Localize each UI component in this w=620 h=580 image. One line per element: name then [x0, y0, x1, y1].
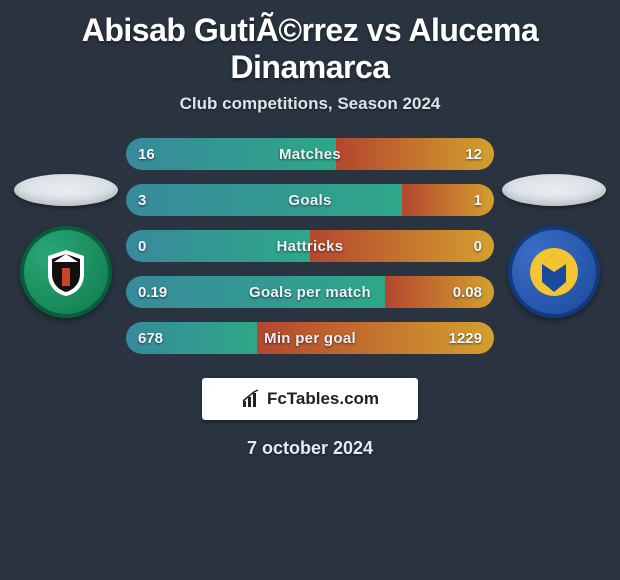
stat-right-value: 0 [474, 238, 482, 255]
stat-bar: 0 Hattricks 0 [126, 230, 494, 262]
stat-right-value: 1229 [449, 330, 482, 347]
stat-bar: 678 Min per goal 1229 [126, 322, 494, 354]
stat-label: Goals per match [249, 284, 371, 301]
stat-left-value: 0.19 [138, 284, 167, 301]
stat-label: Min per goal [264, 330, 356, 347]
left-club-logo [20, 226, 112, 318]
stat-label: Matches [279, 146, 341, 163]
date-label: 7 october 2024 [0, 438, 620, 459]
stat-bar: 3 Goals 1 [126, 184, 494, 216]
stat-label: Goals [288, 192, 331, 209]
badge-icon [526, 244, 582, 300]
shield-icon [38, 244, 94, 300]
left-player-column [6, 174, 126, 318]
stat-label: Hattricks [277, 238, 344, 255]
chart-icon [241, 389, 261, 409]
comparison-grid: 16 Matches 12 3 Goals 1 0 Hattricks 0 0.19 Goals p… [0, 138, 620, 354]
branding-badge[interactable]: FcTables.com [202, 378, 418, 420]
stat-right-value: 12 [465, 146, 482, 163]
stat-bar: 0.19 Goals per match 0.08 [126, 276, 494, 308]
page-subtitle: Club competitions, Season 2024 [0, 94, 620, 114]
stat-left-value: 3 [138, 192, 146, 209]
stat-left-value: 16 [138, 146, 155, 163]
right-player-column [494, 174, 614, 318]
left-player-avatar [14, 174, 118, 206]
stat-left-value: 678 [138, 330, 163, 347]
page-title: Abisab GutiÃ©rrez vs Alucema Dinamarca [0, 0, 620, 94]
stat-left-value: 0 [138, 238, 146, 255]
stat-right-value: 0.08 [453, 284, 482, 301]
stat-bar: 16 Matches 12 [126, 138, 494, 170]
branding-text: FcTables.com [267, 389, 379, 409]
right-player-avatar [502, 174, 606, 206]
right-club-logo [508, 226, 600, 318]
stat-right-value: 1 [474, 192, 482, 209]
stats-column: 16 Matches 12 3 Goals 1 0 Hattricks 0 0.19 Goals p… [126, 138, 494, 354]
